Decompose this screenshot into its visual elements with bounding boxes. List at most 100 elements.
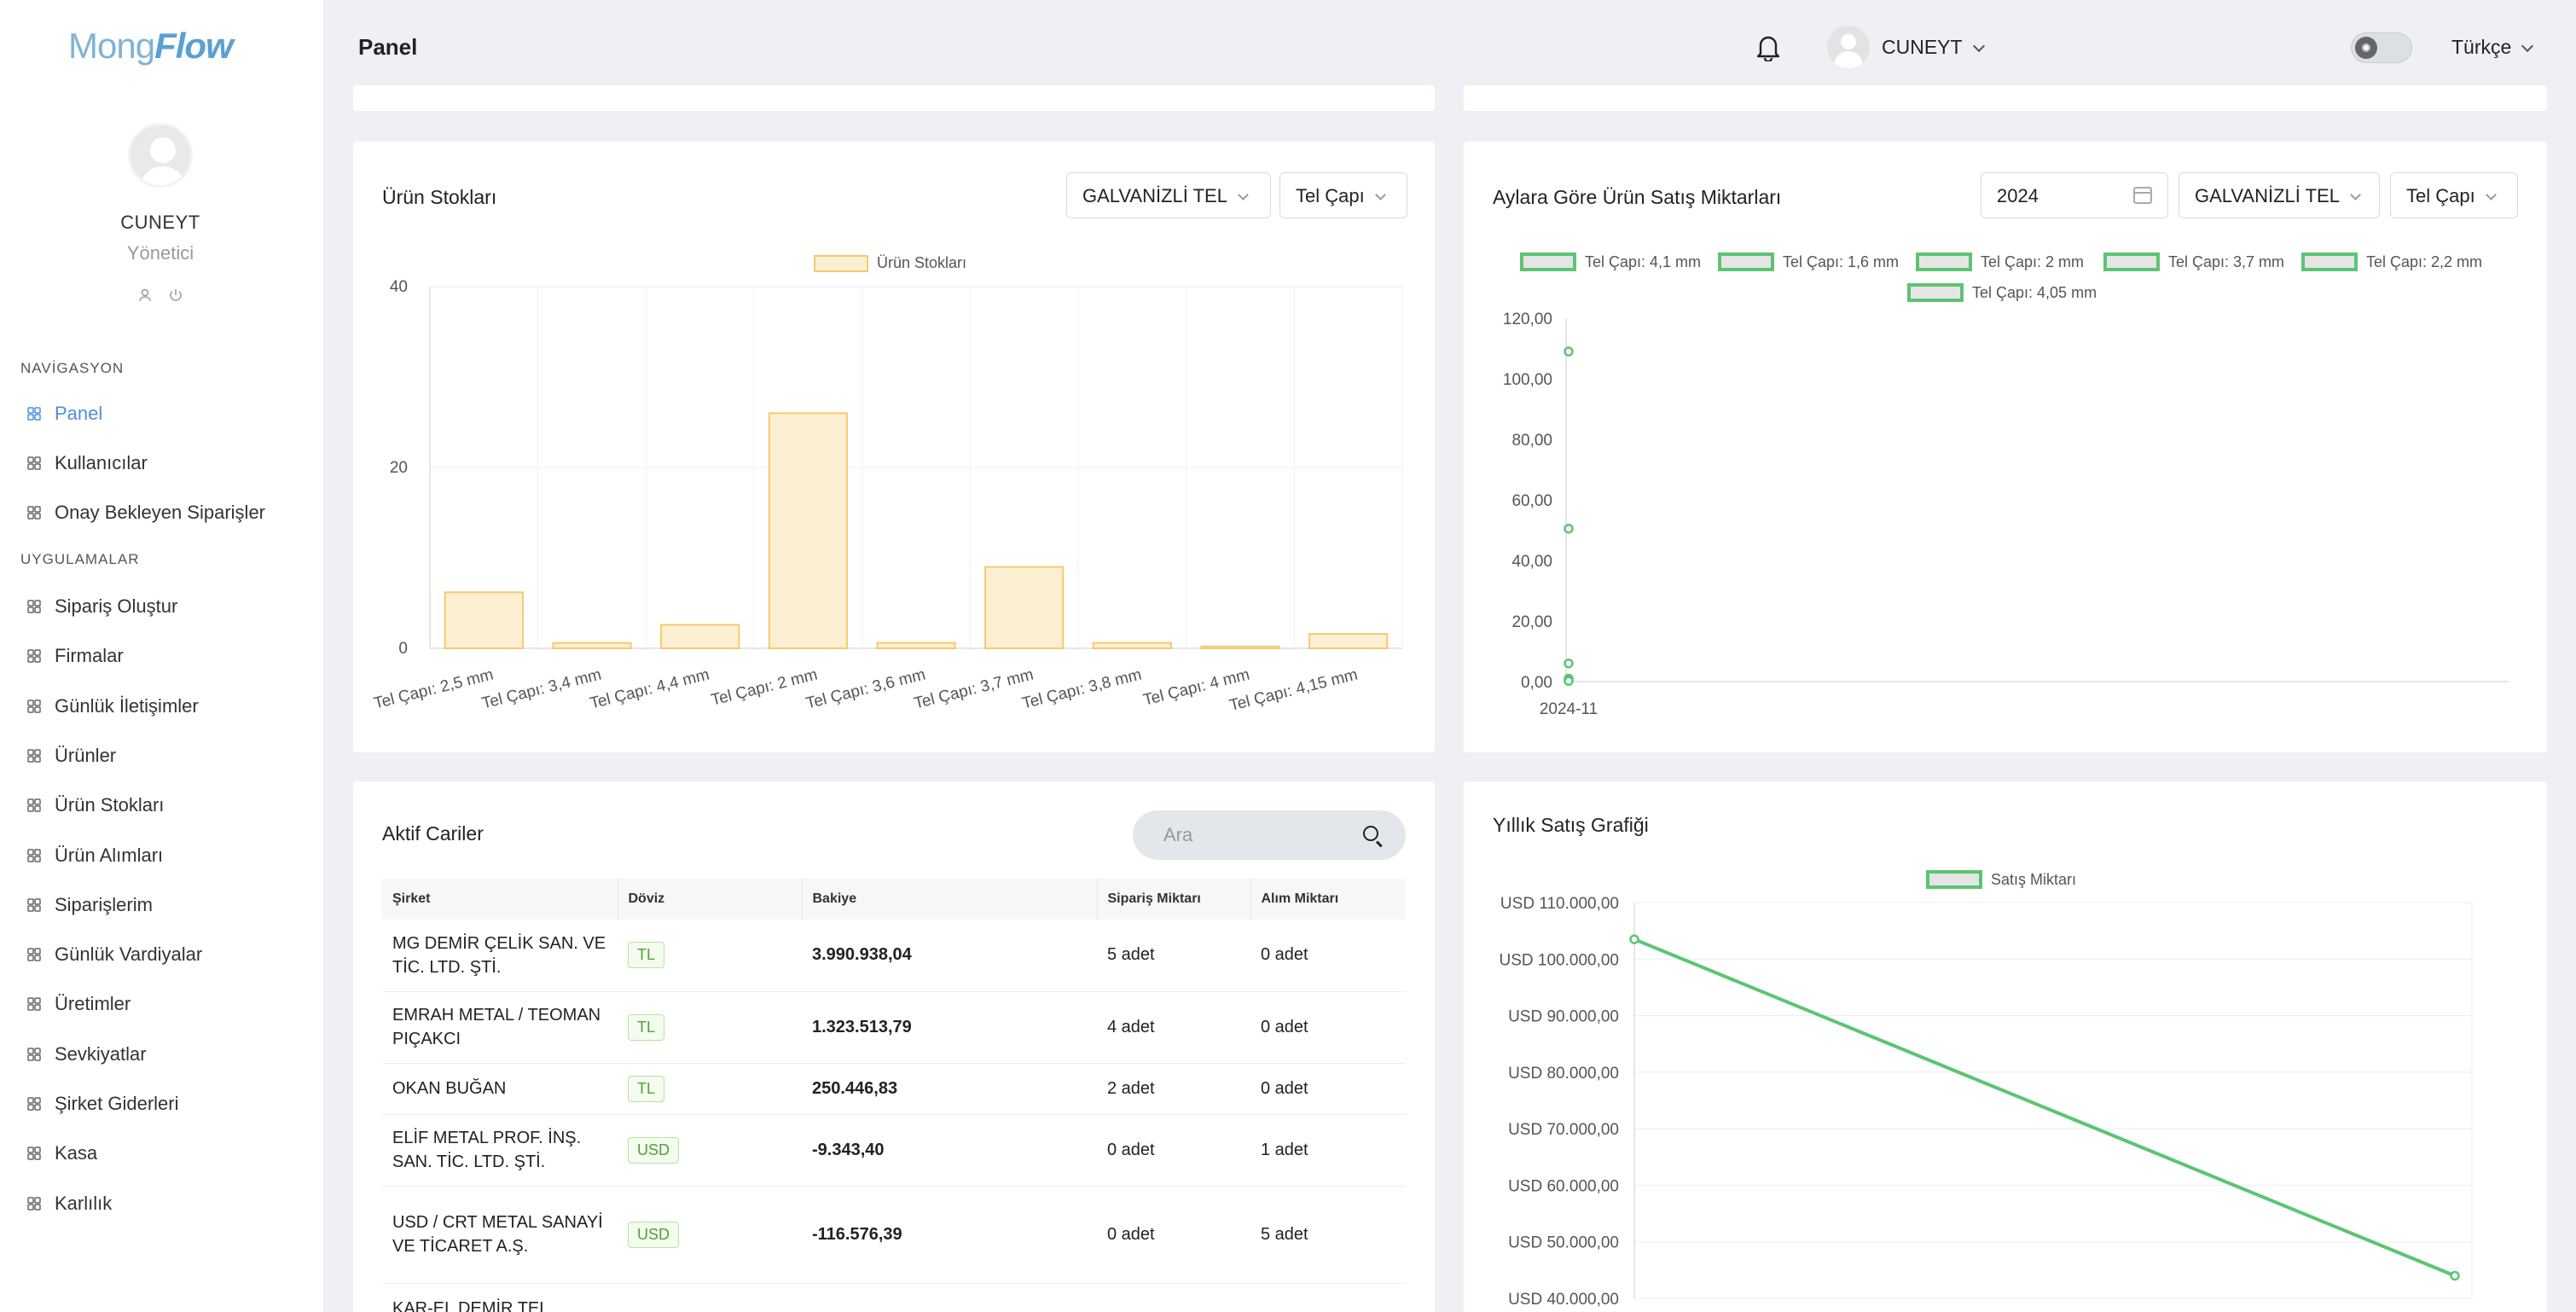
app-logo[interactable]: MongFlow xyxy=(68,26,234,67)
sales-product-value: GALVANİZLİ TEL xyxy=(2195,185,2340,206)
orders-cell xyxy=(1097,1283,1250,1312)
table-header-row: Şirket Döviz Bakiye Sipariş Miktarı Alım… xyxy=(382,879,1406,920)
sidebar-item-label: Onay Bekleyen Siparişler xyxy=(55,502,266,523)
table-row[interactable]: USD / CRT METAL SANAYİ VE TİCARET A.Ş. US… xyxy=(382,1186,1406,1284)
column-header[interactable]: Döviz xyxy=(618,879,803,920)
top-header: Panel xyxy=(324,0,2576,96)
x-tick-label: Tel Çapı: 4,15 mm xyxy=(1227,665,1360,715)
bar xyxy=(444,591,524,650)
column-header[interactable]: Bakiye xyxy=(802,879,1098,920)
sidebar-item--retimler[interactable]: Üretimler xyxy=(26,993,131,1015)
sidebar-item-g-nl-k-i-leti-imler[interactable]: Günlük İletişimler xyxy=(26,695,199,717)
data-point xyxy=(1564,676,1574,687)
company-cell: USD / CRT METAL SANAYİ VE TİCARET A.Ş. xyxy=(382,1186,618,1284)
sidebar-item--r-n-stoklar-[interactable]: Ürün Stokları xyxy=(26,794,164,816)
sales-product-select[interactable]: GALVANİZLİ TEL xyxy=(2179,172,2380,218)
sidebar-item--irket-giderleri[interactable]: Şirket Giderleri xyxy=(26,1093,178,1115)
y-tick-label: USD 80.000,00 xyxy=(1508,1065,1619,1083)
data-point xyxy=(2450,1270,2460,1281)
sales-legend-item[interactable]: Tel Çapı: 3,7 mm xyxy=(2103,253,2284,271)
currency-badge: TL xyxy=(628,942,665,969)
column-header[interactable]: Sipariş Miktarı xyxy=(1097,879,1251,920)
sales-legend-item[interactable]: Tel Çapı: 2 mm xyxy=(1916,253,2084,271)
x-tick-label: 2024-11 xyxy=(1540,700,1598,718)
company-cell: EMRAH METAL / TEOMAN PIÇAKCI xyxy=(382,991,618,1064)
sidebar-item-g-nl-k-vardiyalar[interactable]: Günlük Vardiyalar xyxy=(26,943,202,966)
sales-legend-item[interactable]: Tel Çapı: 4,05 mm xyxy=(1907,283,2097,302)
power-icon[interactable] xyxy=(167,287,184,304)
legend-swatch xyxy=(814,254,868,272)
table-row[interactable]: EMRAH METAL / TEOMAN PIÇAKCI TL 1.323.513,… xyxy=(382,991,1406,1064)
series-line xyxy=(1633,938,2456,1278)
sidebar-item-label: Şirket Giderleri xyxy=(55,1093,179,1114)
column-header[interactable]: Alım Miktarı xyxy=(1261,891,1339,906)
list-icon xyxy=(26,504,43,521)
customers-search[interactable]: Ara xyxy=(1133,810,1406,860)
profile-icon[interactable] xyxy=(136,287,154,304)
table-row[interactable]: ELİF METAL PROF. İNŞ. SAN. TİC. LTD. ŞTİ… xyxy=(382,1114,1406,1187)
sidebar-item--r-n-al-mlar-[interactable]: Ürün Alımları xyxy=(26,845,163,867)
logo-text-part1: Mong xyxy=(68,26,155,66)
search-icon[interactable] xyxy=(1363,826,1378,841)
sales-attr-select[interactable]: Tel Çapı xyxy=(2390,172,2518,218)
annual-legend[interactable]: Satış Miktarı xyxy=(1926,870,2076,889)
calendar-icon xyxy=(2133,187,2152,204)
stock-product-select[interactable]: GALVANİZLİ TEL xyxy=(1066,172,1271,218)
balance-cell: -9.343,40 xyxy=(802,1114,1097,1187)
legend-label: Satış Miktarı xyxy=(1991,870,2077,888)
sidebar-item--r-nler[interactable]: Ürünler xyxy=(26,745,116,767)
x-tick-label: Tel Çapı: 3,6 mm xyxy=(804,665,927,712)
balance-cell: 250.446,83 xyxy=(802,1063,1097,1115)
bell-icon[interactable] xyxy=(1755,32,1781,63)
purchases-cell: 0 adet xyxy=(1250,991,1406,1064)
sales-legend-item[interactable]: Tel Çapı: 1,6 mm xyxy=(1718,253,1899,271)
orders-cell: 0 adet xyxy=(1097,1186,1250,1284)
sidebar-item-kullan-c-lar[interactable]: Kullanıcılar xyxy=(26,452,148,474)
annual-sales-title: Yıllık Satış Grafiği xyxy=(1493,814,1649,836)
search-input[interactable]: Ara xyxy=(1163,824,1193,845)
sidebar-item-onay-bekleyen-sipari-ler[interactable]: Onay Bekleyen Siparişler xyxy=(26,502,265,524)
sidebar-avatar xyxy=(128,123,193,188)
card-top-right-partial xyxy=(1464,85,2547,111)
currency-badge: TL xyxy=(628,1013,665,1041)
y-tick-label: 40,00 xyxy=(1511,553,1552,571)
y-tick-label: 100,00 xyxy=(1503,371,1552,389)
nav-section-label: NAVİGASYON xyxy=(20,360,125,376)
column-header[interactable]: Şirket xyxy=(382,879,618,920)
currency-badge: USD xyxy=(628,1221,680,1248)
y-tick-label: USD 60.000,00 xyxy=(1508,1177,1619,1195)
header-avatar[interactable] xyxy=(1827,26,1870,68)
data-point xyxy=(1564,346,1574,357)
monthly-sales-chart: 0,00 20,00 40,00 60,00 80,00 100,00 120,00 2024… xyxy=(1503,311,2509,718)
table-row[interactable]: OKAN BUĞAN TL 250.446,83 2 adet 0 adet xyxy=(382,1063,1406,1115)
bar xyxy=(660,624,740,650)
sales-legend-item[interactable]: Tel Çapı: 2,2 mm xyxy=(2301,253,2482,271)
orders-cell: 4 adet xyxy=(1097,991,1250,1064)
company-cell: MG DEMİR ÇELİK SAN. VE TİC. LTD. ŞTİ. xyxy=(382,920,618,992)
stock-legend[interactable]: Ürün Stokları xyxy=(814,254,966,272)
table-row[interactable]: KAR-EL DEMİR TEL xyxy=(382,1283,1406,1312)
user-menu[interactable]: CUNEYT xyxy=(1882,36,1985,59)
sidebar-user-name: CUNEYT xyxy=(120,212,200,233)
list-plus-icon xyxy=(26,598,43,615)
theme-toggle[interactable]: ✺ xyxy=(2351,32,2412,63)
purchases-cell xyxy=(1250,1283,1406,1312)
sidebar-item-firmalar[interactable]: Firmalar xyxy=(26,645,124,667)
stock-attr-select[interactable]: Tel Çapı xyxy=(1279,172,1407,218)
sidebar-item-kasa[interactable]: Kasa xyxy=(26,1142,97,1164)
year-picker[interactable]: 2024 xyxy=(1981,172,2168,218)
headset-icon xyxy=(26,698,43,715)
sidebar-item-karl-l-k[interactable]: Karlılık xyxy=(26,1193,112,1215)
sidebar-item-sipari-lerim[interactable]: Siparişlerim xyxy=(26,894,153,916)
language-select[interactable]: Türkçe xyxy=(2451,36,2534,59)
sidebar-item-sevkiyatlar[interactable]: Sevkiyatlar xyxy=(26,1043,147,1065)
annual-sales-card: Yıllık Satış Grafiği Satış Miktarı USD 4… xyxy=(1464,781,2547,1312)
currency-cell: USD xyxy=(618,1186,802,1284)
y-tick-label: USD 100.000,00 xyxy=(1500,951,1620,969)
sales-legend-item[interactable]: Tel Çapı: 4,1 mm xyxy=(1520,253,1701,271)
sidebar-item-sipari-olu-tur[interactable]: Sipariş Oluştur xyxy=(26,595,177,618)
legend-label: Tel Çapı: 3,7 mm xyxy=(2168,253,2285,270)
sidebar-item-panel[interactable]: Panel xyxy=(26,403,102,425)
currency-badge: TL xyxy=(628,1075,665,1102)
table-row[interactable]: MG DEMİR ÇELİK SAN. VE TİC. LTD. ŞTİ. TL 3… xyxy=(382,920,1406,992)
